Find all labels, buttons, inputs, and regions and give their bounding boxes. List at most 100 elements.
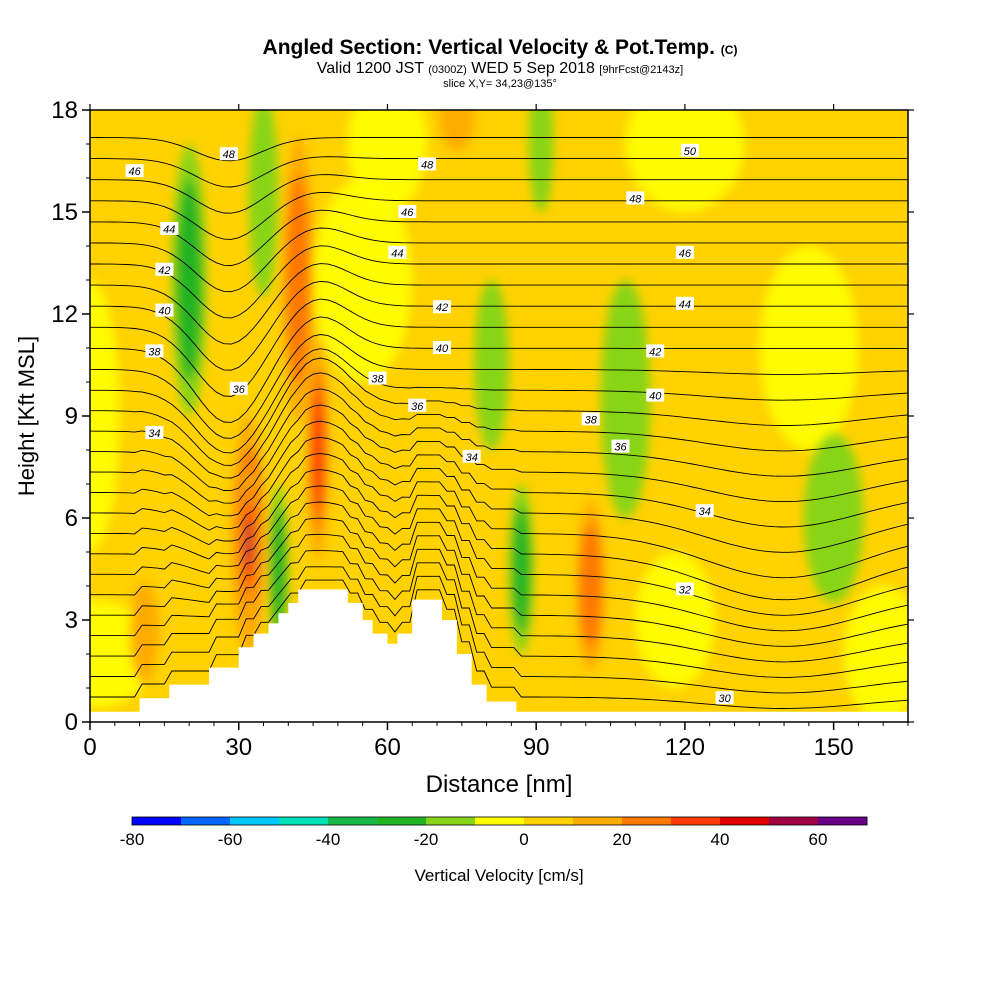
isentrope-label: 34 bbox=[145, 426, 164, 440]
weak-downdraft-area bbox=[625, 110, 745, 212]
isentrope-label-bg bbox=[219, 147, 238, 161]
colorbar-swatch bbox=[181, 817, 231, 825]
isentrope-label-text: 42 bbox=[436, 302, 448, 314]
isentrope-label-text: 46 bbox=[679, 248, 692, 260]
isentrope-label-text: 42 bbox=[649, 346, 661, 358]
isentrope-label-bg bbox=[155, 262, 174, 276]
colorbar-swatch bbox=[818, 817, 868, 825]
terrain-mask bbox=[90, 589, 908, 722]
updraft-cell bbox=[439, 110, 475, 151]
isentrope-line bbox=[90, 420, 908, 528]
y-tick-label: 18 bbox=[51, 97, 78, 124]
isentrope-label-bg bbox=[646, 344, 665, 358]
isentrope-label-text: 44 bbox=[163, 224, 175, 236]
isentrope-line bbox=[90, 174, 908, 214]
isentrope-line bbox=[90, 453, 908, 579]
isentrope-label-bg bbox=[675, 245, 694, 259]
isentrope-label: 38 bbox=[581, 412, 600, 426]
isentrope-label-text: 44 bbox=[679, 299, 691, 311]
x-tick-label: 30 bbox=[225, 734, 252, 761]
y-tick-label: 9 bbox=[65, 403, 78, 430]
chart-subtitle: Valid 1200 JST (0300Z) WED 5 Sep 2018 [9… bbox=[316, 60, 684, 77]
isentrope-line bbox=[90, 227, 908, 293]
isentrope-label-bg bbox=[675, 296, 694, 310]
colorbar-swatch bbox=[622, 817, 672, 825]
isentrope-line bbox=[90, 579, 908, 709]
colorbar-label: Vertical Velocity [cm/s] bbox=[414, 866, 583, 885]
x-tick-label: 150 bbox=[814, 734, 854, 761]
isentrope-line bbox=[90, 517, 908, 647]
isentrope-label: 38 bbox=[368, 371, 387, 386]
isentrope-label-text: 38 bbox=[371, 374, 384, 386]
isentrope-label: 36 bbox=[408, 398, 427, 413]
isentrope-label: 42 bbox=[646, 344, 665, 358]
isentrope-label: 40 bbox=[646, 388, 665, 403]
isentrope-label: 44 bbox=[675, 296, 694, 311]
colorbar-tick-label: -40 bbox=[316, 830, 341, 849]
isentrope-line bbox=[90, 348, 908, 454]
isentrope-label: 48 bbox=[626, 191, 645, 205]
isentrope-label-text: 32 bbox=[679, 584, 691, 596]
isentrope-label-text: 40 bbox=[649, 391, 662, 403]
downdraft-cell bbox=[600, 280, 651, 518]
colorbar: -80 -60 -40 -20 0 20 40 60 bbox=[120, 816, 868, 849]
isentrope-label: 30 bbox=[715, 691, 734, 705]
isentrope-label-text: 38 bbox=[148, 346, 161, 358]
updraft-cell bbox=[129, 582, 160, 685]
isentrope-label: 32 bbox=[675, 582, 694, 596]
isentrope-label-text: 48 bbox=[421, 159, 434, 171]
isentrope-label-bg bbox=[680, 143, 699, 157]
isentrope-line bbox=[90, 566, 908, 694]
colorbar-swatch bbox=[230, 817, 280, 825]
isentrope-label-text: 44 bbox=[391, 248, 403, 260]
isentrope-label-bg bbox=[433, 300, 451, 314]
isentrope-label-text: 36 bbox=[233, 384, 246, 396]
isentrope-line bbox=[90, 404, 908, 504]
isentrope-label: 38 bbox=[145, 344, 164, 358]
isentrope-label: 46 bbox=[125, 164, 144, 178]
isentrope-label: 48 bbox=[418, 157, 437, 171]
isentrope-label-bg bbox=[462, 449, 481, 463]
downdraft-cell bbox=[803, 433, 864, 603]
isentrope-label-text: 40 bbox=[436, 343, 449, 355]
isentrope-label-text: 46 bbox=[401, 207, 414, 219]
isentrope-label-bg bbox=[581, 412, 600, 426]
isentrope-line bbox=[90, 533, 908, 663]
chart-slice-info: slice X,Y= 34,23@135° bbox=[443, 78, 557, 90]
colorbar-swatch bbox=[377, 817, 427, 825]
isentrope-label-text: 48 bbox=[629, 193, 642, 205]
colorbar-tick-label: 20 bbox=[613, 830, 632, 849]
x-tick-label: 60 bbox=[374, 734, 401, 761]
colorbar-tick-label: -20 bbox=[414, 830, 439, 849]
field-blobs bbox=[90, 110, 908, 722]
isentrope-label: 44 bbox=[160, 222, 179, 236]
colorbar-swatch bbox=[671, 817, 721, 825]
isentrope-label-bg bbox=[675, 582, 694, 596]
colorbar-swatch bbox=[132, 817, 182, 825]
y-tick-label: 12 bbox=[51, 301, 78, 328]
isentrope-line bbox=[90, 501, 908, 632]
pot-temp-contours bbox=[90, 137, 908, 709]
isentrope-label: 50 bbox=[680, 143, 699, 158]
isentrope-line bbox=[90, 357, 908, 466]
isentrope-label-bg bbox=[398, 205, 417, 218]
x-tick-label: 90 bbox=[523, 734, 550, 761]
isentrope-label-text: 40 bbox=[158, 306, 171, 318]
isentrope-line bbox=[90, 280, 908, 371]
isentrope-label: 40 bbox=[155, 303, 174, 318]
updraft-cell bbox=[286, 174, 310, 386]
x-tick-label: 120 bbox=[665, 734, 705, 761]
colorbar-tick-label: 60 bbox=[809, 830, 828, 849]
downdraft-cell bbox=[248, 110, 279, 297]
colorbar-swatch bbox=[328, 817, 378, 825]
isentrope-label: 36 bbox=[611, 439, 630, 454]
isentrope-label-bg bbox=[626, 191, 645, 205]
isentrope-label: 46 bbox=[398, 205, 417, 219]
isentrope-label: 42 bbox=[155, 262, 174, 277]
velocity-field bbox=[90, 110, 908, 722]
isentrope-line bbox=[90, 192, 908, 240]
colorbar-swatch bbox=[524, 817, 574, 825]
isentrope-label-bg bbox=[160, 222, 179, 235]
